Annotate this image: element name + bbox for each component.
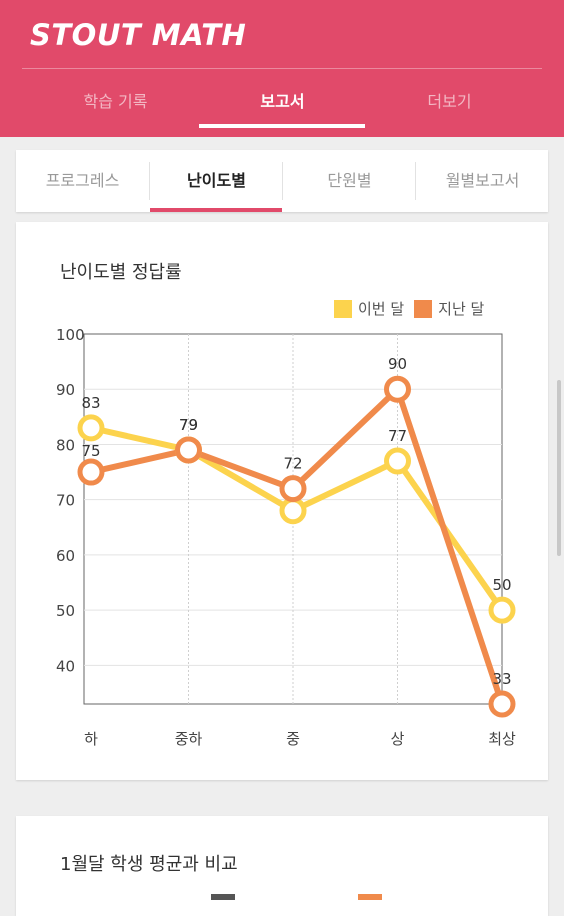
app-title: STOUT MATH: [30, 18, 247, 52]
app-header: STOUT MATH 학습 기록 보고서 더보기: [0, 0, 564, 137]
subtab-progress[interactable]: 프로그레스: [45, 171, 120, 190]
comparison-title: 1월달 학생 평균과 비교: [60, 854, 238, 875]
legend-swatch-this-month: [334, 299, 352, 318]
x-tick-label: 하: [84, 730, 98, 748]
data-label: 79: [179, 416, 198, 434]
y-tick-label: 90: [56, 381, 75, 399]
report-subtabs: 프로그레스 난이도별 단원별 월별보고서: [16, 150, 548, 212]
comparison-legend-swatch: [211, 894, 235, 900]
header-divider: [22, 68, 542, 69]
legend-label-last-month: 지난 달: [438, 300, 485, 318]
chart-legend: 이번 달 지난 달: [334, 298, 494, 319]
subtab-separator: [282, 162, 283, 200]
line-chart: 100908070605040하중하중상최상837968775075797290…: [56, 326, 516, 748]
tab-report[interactable]: 보고서: [260, 92, 305, 111]
data-point: [175, 436, 202, 464]
data-label: 72: [283, 455, 302, 473]
difficulty-chart-card: 난이도별 정답률 이번 달 지난 달 100 90 80 70 60 50 40 하 중하 중 상 최…: [16, 222, 548, 780]
y-tick-label: 70: [56, 492, 75, 510]
subtab-separator: [149, 162, 150, 200]
tab-more[interactable]: 더보기: [427, 92, 472, 111]
data-point: [384, 375, 411, 403]
data-label: 79: [179, 416, 198, 434]
data-label: 33: [492, 670, 511, 688]
data-point: [488, 690, 516, 718]
active-tab-indicator: [199, 124, 365, 128]
monthly-comparison-card: 1월달 학생 평균과 비교: [16, 816, 548, 916]
subtab-unit[interactable]: 단원별: [327, 171, 372, 190]
y-tick-label: 40: [56, 657, 75, 675]
data-label: 75: [81, 442, 100, 460]
data-point: [279, 475, 307, 503]
y-tick-label: 60: [56, 547, 75, 565]
y-tick-label: 50: [56, 602, 75, 620]
data-point: [77, 458, 105, 486]
subtab-separator: [415, 162, 416, 200]
subtab-difficulty[interactable]: 난이도별: [187, 171, 246, 190]
data-point: [77, 414, 105, 442]
legend-label-this-month: 이번 달: [358, 300, 405, 318]
y-tick-label: 100: [56, 326, 85, 344]
legend-swatch-last-month: [414, 299, 433, 318]
x-tick-label: 최상: [488, 730, 516, 748]
series-line-last-month: [88, 386, 505, 707]
x-tick-label: 상: [391, 730, 405, 748]
subtab-monthly-report[interactable]: 월별보고서: [445, 171, 520, 190]
data-point: [384, 447, 411, 475]
y-tick-label: 80: [56, 436, 75, 454]
data-point: [488, 596, 516, 624]
data-point: [279, 497, 307, 525]
x-tick-label: 중: [286, 730, 300, 748]
tab-study-record[interactable]: 학습 기록: [83, 92, 148, 111]
comparison-legend-swatch: [358, 894, 382, 900]
data-label: 90: [388, 355, 407, 373]
data-label: 50: [492, 576, 511, 594]
data-label: 77: [388, 427, 407, 445]
x-tick-label: 중하: [175, 730, 203, 748]
legend-item-last-month: 지난 달: [414, 298, 484, 319]
data-label: 83: [81, 394, 100, 412]
scrollbar[interactable]: [557, 380, 561, 556]
active-subtab-indicator: [150, 208, 282, 212]
chart-title: 난이도별 정답률: [60, 262, 182, 283]
legend-item-this-month: 이번 달: [334, 298, 404, 319]
